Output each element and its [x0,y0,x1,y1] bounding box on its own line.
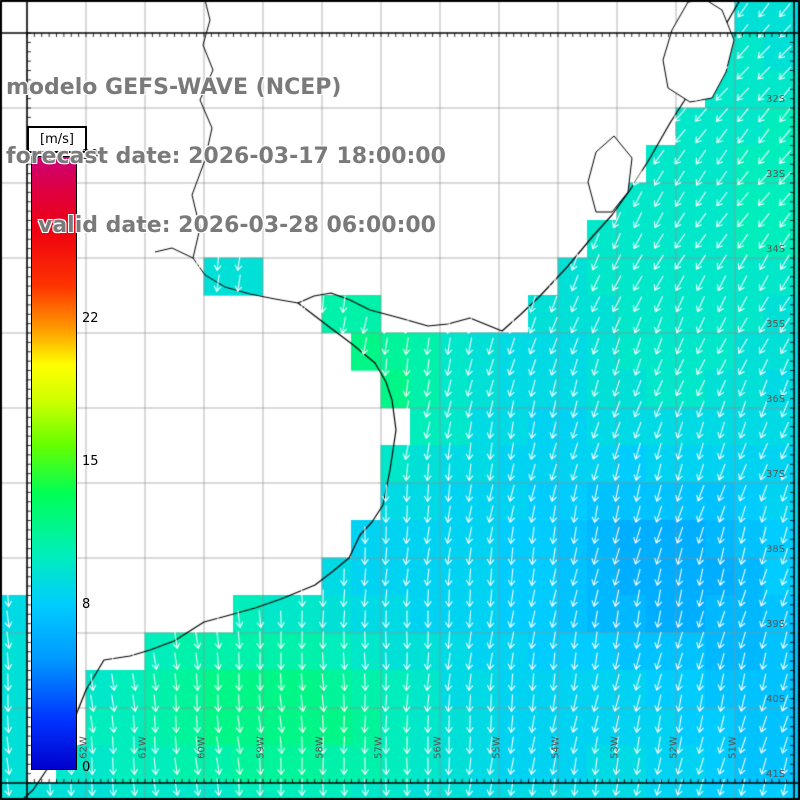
lon-label-55W: 55W [491,736,503,759]
colorbar-unit-label: [m/s] [27,126,87,153]
valid-date: valid date: 2026-03-28 06:00:00 [38,213,436,238]
colorbar-tick-30: 30 [82,148,99,163]
lon-label-57W: 57W [373,736,385,759]
lon-label-61W: 61W [137,736,149,759]
header: modelo GEFS-WAVE (NCEP) forecast date: 2… [6,30,446,283]
forecast-date: forecast date: 2026-03-17 18:00:00 [6,144,446,169]
lat-label-32S: 32S [766,94,786,105]
lon-label-56W: 56W [432,736,444,759]
model-title: modelo GEFS-WAVE (NCEP) [6,75,342,100]
lon-label-51W: 51W [727,736,739,759]
colorbar-tick-0: 0 [82,760,91,775]
lon-label-52W: 52W [668,736,680,759]
lat-label-33S: 33S [766,169,786,180]
lon-label-62W: 62W [78,736,90,759]
colorbar-tick-22: 22 [82,311,99,327]
colorbar [31,156,77,770]
lon-label-54W: 54W [550,736,562,759]
lon-label-59W: 59W [255,736,267,759]
colorbar-tick-15: 15 [82,454,99,469]
lat-label-37S: 37S [766,469,786,480]
lat-label-40S: 40S [766,694,786,705]
lon-label-60W: 60W [196,736,208,759]
lat-label-39S: 39S [766,619,786,630]
lat-label-35S: 35S [766,319,786,330]
lat-label-38S: 38S [766,544,786,555]
lat-label-36S: 36S [766,394,786,405]
lon-label-53W: 53W [609,736,621,759]
lon-label-58W: 58W [314,736,326,759]
lat-label-34S: 34S [766,244,786,255]
colorbar-tick-8: 8 [82,596,91,612]
lat-label-41S: 41S [766,769,786,780]
